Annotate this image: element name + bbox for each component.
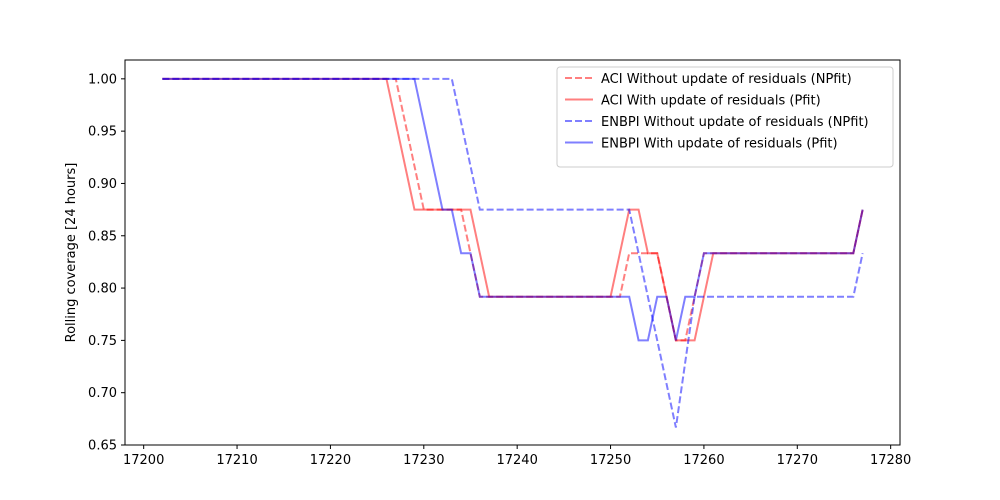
series-line-4	[162, 77, 864, 342]
series-layer	[162, 77, 864, 428]
x-tick-label: 17210	[216, 453, 257, 468]
y-tick-label: 0.75	[88, 334, 117, 349]
y-tick-label: 1.00	[88, 72, 117, 87]
plot-frame	[124, 59, 901, 446]
series-line-2	[162, 77, 864, 342]
x-tick-label: 17240	[496, 453, 537, 468]
y-axis-label: Rolling coverage [24 hours]	[64, 163, 79, 343]
y-tick-label: 0.80	[88, 282, 117, 297]
legend-entry-label: ACI Without update of residuals (NPfit)	[601, 72, 852, 87]
legend-entry-label: ENBPI Without update of residuals (NPfit…	[601, 115, 869, 130]
x-tick-label: 17270	[777, 453, 818, 468]
y-tick-label: 0.70	[88, 386, 117, 401]
y-tick-label: 0.90	[88, 177, 117, 192]
x-tick-label: 17260	[683, 453, 724, 468]
y-tick-label: 0.85	[88, 229, 117, 244]
legend-box	[556, 66, 894, 168]
x-tick-label: 17200	[123, 453, 164, 468]
legend-entry-label: ENBPI With update of residuals (Pfit)	[601, 137, 838, 152]
x-tick-label: 17230	[403, 453, 444, 468]
x-tick-label: 17280	[870, 453, 911, 468]
x-axis: 17200 17210 17220 17230 17240 17250 17260 17270…	[123, 445, 911, 468]
legend-entry-label: ACI With update of residuals (Pfit)	[601, 94, 821, 109]
y-tick-label: 0.65	[88, 439, 117, 454]
legend: ACI Without update of residuals (NPfit) A…	[556, 66, 894, 168]
x-tick-label: 17220	[310, 453, 351, 468]
y-axis: 0.65 0.70 0.75 0.80 0.85 0.90 0.95 1.00	[88, 72, 125, 454]
x-tick-label: 17250	[590, 453, 631, 468]
y-tick-label: 0.95	[88, 125, 117, 140]
